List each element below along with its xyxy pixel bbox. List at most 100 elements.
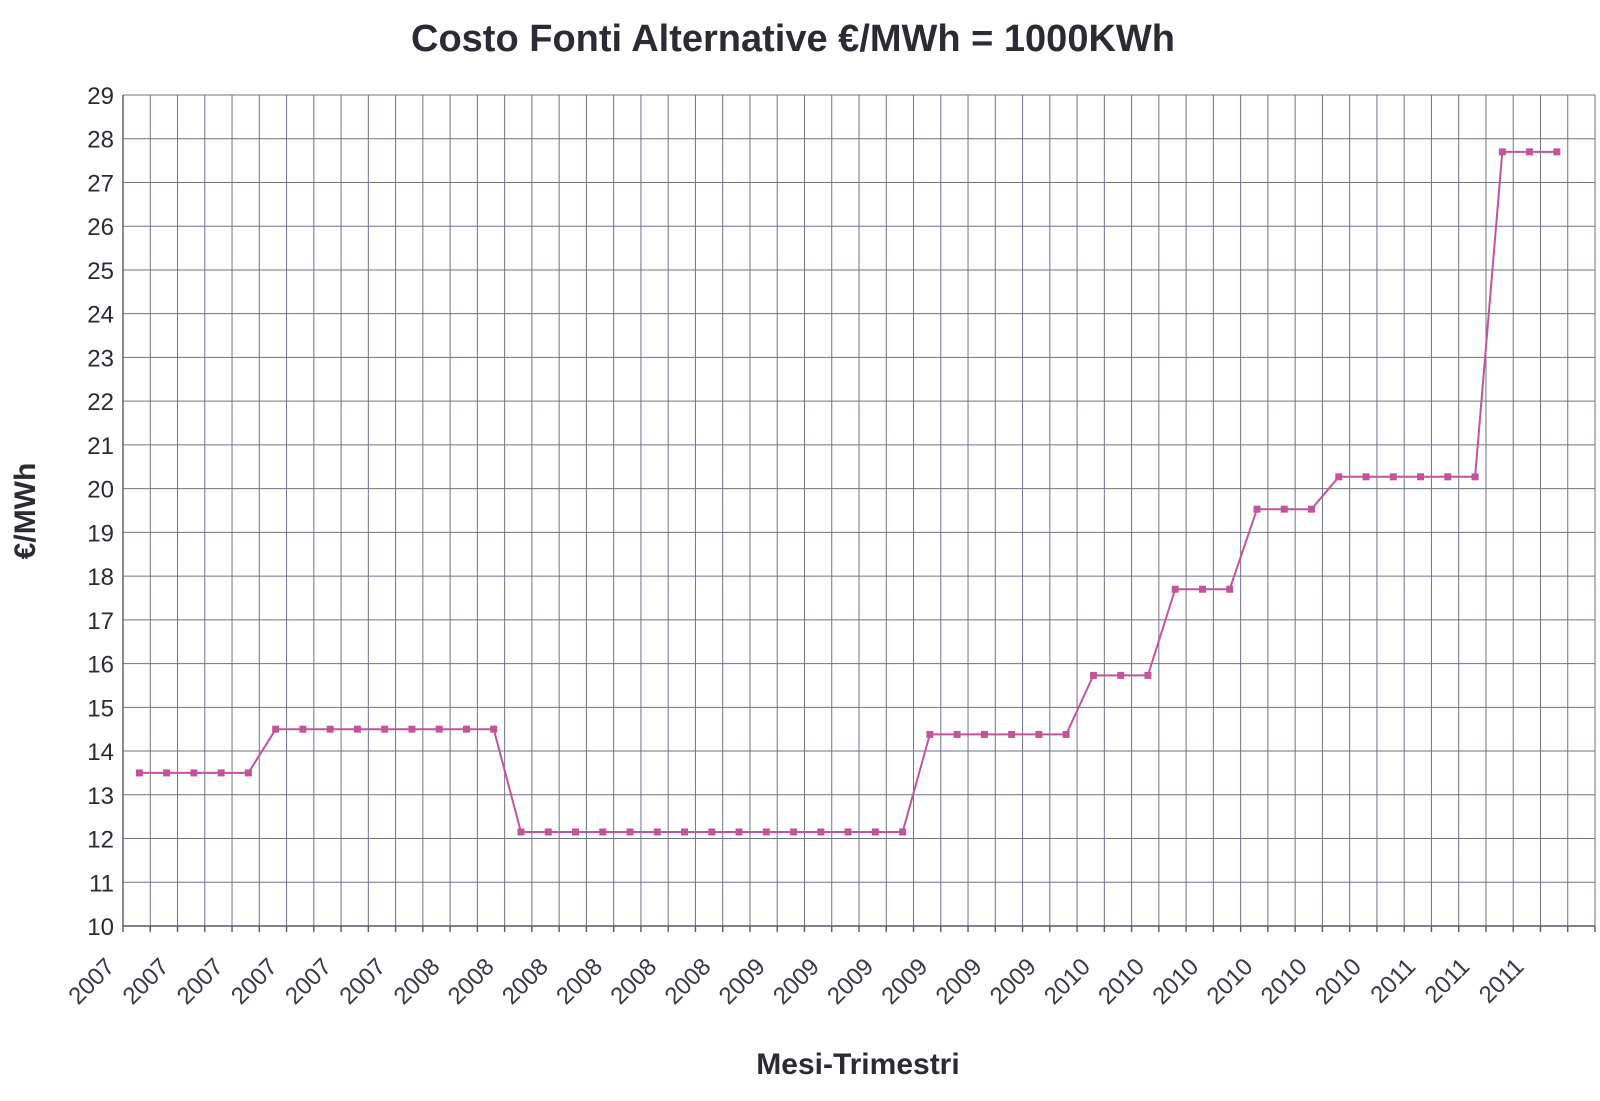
data-point-marker bbox=[817, 828, 825, 836]
x-tick-label: 2009 bbox=[822, 953, 879, 1010]
y-tick-label: 23 bbox=[87, 345, 114, 372]
chart-title: Costo Fonti Alternative €/MWh = 1000KWh bbox=[411, 18, 1175, 60]
y-tick-label: 28 bbox=[87, 127, 114, 154]
data-point-marker bbox=[708, 828, 716, 836]
data-point-marker bbox=[1444, 473, 1452, 481]
axes bbox=[122, 95, 1596, 932]
y-tick-label: 18 bbox=[87, 564, 114, 591]
y-tick-label: 21 bbox=[87, 433, 114, 460]
y-tick-label: 24 bbox=[87, 302, 114, 329]
y-tick-label: 15 bbox=[87, 695, 114, 722]
data-point-marker bbox=[217, 769, 225, 777]
data-point-marker bbox=[272, 725, 280, 733]
data-point-marker bbox=[681, 828, 689, 836]
data-point-marker bbox=[653, 828, 661, 836]
x-axis-label: Mesi-Trimestri bbox=[756, 1048, 959, 1081]
data-point-marker bbox=[1035, 730, 1043, 738]
x-tick-label: 2009 bbox=[931, 953, 988, 1010]
data-point-marker bbox=[599, 828, 607, 836]
data-point-marker bbox=[1117, 671, 1125, 679]
data-point-marker bbox=[381, 725, 389, 733]
x-tick-label: 2010 bbox=[1093, 953, 1150, 1010]
x-tick-label: 2007 bbox=[118, 953, 175, 1010]
y-tick-label: 20 bbox=[87, 477, 114, 504]
data-point-marker bbox=[1389, 473, 1397, 481]
x-tick-label: 2010 bbox=[1310, 953, 1367, 1010]
data-point-marker bbox=[190, 769, 198, 777]
x-tick-label: 2010 bbox=[1039, 953, 1096, 1010]
data-point-marker bbox=[135, 769, 143, 777]
data-point-marker bbox=[626, 828, 634, 836]
x-tick-label: 2008 bbox=[551, 953, 608, 1010]
x-tick-label: 2008 bbox=[497, 953, 554, 1010]
data-point-marker bbox=[1198, 585, 1206, 593]
x-tick-label: 2009 bbox=[768, 953, 825, 1010]
x-tick-label: 2010 bbox=[1202, 953, 1259, 1010]
y-tick-label: 11 bbox=[89, 870, 114, 897]
x-tick-label: 2009 bbox=[876, 953, 933, 1010]
x-tick-label: 2008 bbox=[389, 953, 446, 1010]
y-tick-label: 10 bbox=[87, 914, 114, 941]
x-tick-label: 2011 bbox=[1420, 953, 1476, 1009]
x-tick-label: 2008 bbox=[443, 953, 500, 1010]
data-point-marker bbox=[1171, 585, 1179, 593]
y-tick-label: 25 bbox=[87, 258, 114, 285]
y-tick-label: 27 bbox=[87, 170, 114, 197]
data-point-marker bbox=[735, 828, 743, 836]
data-point-marker bbox=[790, 828, 798, 836]
x-tick-label: 2007 bbox=[172, 953, 229, 1010]
data-point-marker bbox=[572, 828, 580, 836]
data-point-marker bbox=[899, 828, 907, 836]
data-point-marker bbox=[517, 828, 525, 836]
data-point-marker bbox=[1335, 473, 1343, 481]
data-point-marker bbox=[762, 828, 770, 836]
data-point-marker bbox=[408, 725, 416, 733]
series-layer bbox=[135, 148, 1561, 836]
series-line bbox=[139, 150, 1557, 833]
y-tick-label: 17 bbox=[87, 608, 114, 635]
data-point-marker bbox=[490, 725, 498, 733]
x-tick-label: 2011 bbox=[1365, 953, 1421, 1009]
data-point-marker bbox=[1526, 148, 1534, 156]
data-point-marker bbox=[1471, 473, 1479, 481]
data-point-marker bbox=[244, 769, 252, 777]
data-point-marker bbox=[926, 730, 934, 738]
y-tick-label: 14 bbox=[87, 739, 114, 766]
data-point-marker bbox=[1308, 505, 1316, 513]
x-tick-label: 2007 bbox=[226, 953, 283, 1010]
x-tick-label: 2008 bbox=[605, 953, 662, 1010]
data-point-marker bbox=[462, 725, 470, 733]
data-point-marker bbox=[544, 828, 552, 836]
data-point-marker bbox=[1417, 473, 1425, 481]
x-tick-label: 2011 bbox=[1474, 953, 1530, 1009]
data-point-marker bbox=[163, 769, 171, 777]
data-point-marker bbox=[953, 730, 961, 738]
data-point-marker bbox=[1089, 671, 1097, 679]
data-point-marker bbox=[435, 725, 443, 733]
data-point-marker bbox=[1498, 148, 1506, 156]
x-tick-label: 2009 bbox=[714, 953, 771, 1010]
data-point-marker bbox=[1253, 505, 1261, 513]
x-axis-ticks: 2007200720072007200720072008200820082008… bbox=[63, 953, 1529, 1010]
y-axis-ticks: 10 11 12 13 14 15 16 17 18 19 20 21 22 23 24 25 26 27 28 29 bbox=[87, 83, 114, 941]
data-point-marker bbox=[980, 730, 988, 738]
x-tick-label: 2007 bbox=[280, 953, 337, 1010]
x-tick-label: 2007 bbox=[334, 953, 391, 1010]
grid bbox=[122, 94, 1596, 927]
y-tick-label: 29 bbox=[87, 83, 114, 110]
data-point-marker bbox=[1008, 730, 1016, 738]
y-tick-label: 22 bbox=[87, 389, 114, 416]
data-point-marker bbox=[1362, 473, 1370, 481]
y-tick-label: 26 bbox=[87, 214, 114, 241]
data-point-marker bbox=[353, 725, 361, 733]
data-point-marker bbox=[1144, 671, 1152, 679]
y-tick-label: 16 bbox=[87, 652, 114, 679]
x-tick-label: 2010 bbox=[1256, 953, 1313, 1010]
data-point-marker bbox=[1226, 585, 1234, 593]
data-point-marker bbox=[299, 725, 307, 733]
data-point-marker bbox=[1553, 148, 1561, 156]
x-tick-label: 2008 bbox=[660, 953, 717, 1010]
y-tick-label: 12 bbox=[87, 827, 114, 854]
data-point-marker bbox=[844, 828, 852, 836]
